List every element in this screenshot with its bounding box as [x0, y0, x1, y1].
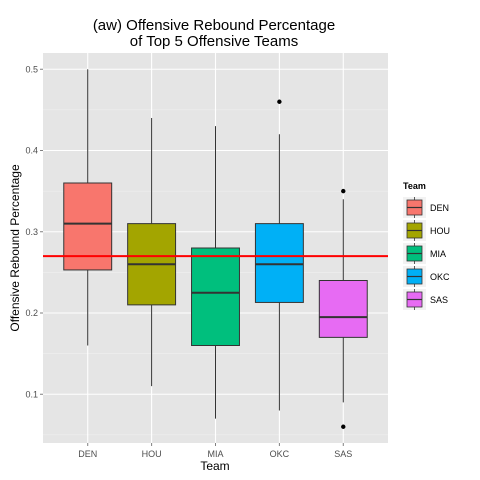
x-axis-title: Team [200, 459, 229, 473]
outlier-point [277, 99, 282, 104]
legend-title: Team [403, 181, 426, 191]
x-tick-label: OKC [270, 449, 290, 459]
box-okc [254, 99, 304, 411]
legend-item-mia: MIA [403, 243, 446, 264]
box-body [254, 223, 304, 303]
legend-item-okc: OKC [403, 266, 450, 287]
legend-item-den: DEN [403, 197, 449, 218]
outlier-point [341, 424, 346, 429]
outlier-point [341, 188, 346, 194]
x-tick-label: DEN [78, 449, 97, 459]
y-tick-label: 0.5 [25, 64, 38, 74]
y-tick-label: 0.3 [25, 227, 38, 237]
legend-item-hou: HOU [403, 220, 450, 241]
legend: Team DEN HOU MIA OKC SAS [403, 181, 450, 310]
legend-label: OKC [430, 272, 450, 282]
x-tick-label: HOU [142, 449, 162, 459]
y-tick-label: 0.2 [25, 308, 38, 318]
legend-label: SAS [430, 295, 448, 305]
y-tick-label: 0.1 [25, 389, 38, 399]
legend-item-sas: SAS [403, 289, 448, 310]
y-tick-label: 0.4 [25, 146, 38, 156]
y-axis-ticks: 0.1 0.2 0.3 0.4 0.5 [25, 64, 43, 399]
legend-label: MIA [430, 249, 446, 259]
box-mia [191, 126, 240, 419]
box-hou [127, 118, 177, 387]
x-tick-label: SAS [334, 449, 352, 459]
y-axis-title: Offensive Rebound Percentage [8, 164, 22, 332]
chart-title-line-2: of Top 5 Offensive Teams [130, 33, 298, 50]
box-sas [318, 188, 368, 429]
x-axis-ticks: DEN HOU MIA OKC SAS [78, 443, 352, 459]
legend-label: HOU [430, 226, 450, 236]
box-body [191, 247, 240, 346]
box-body [318, 280, 368, 338]
x-tick-label: MIA [207, 449, 223, 459]
legend-label: DEN [430, 203, 449, 213]
chart-title-line-1: (aw) Offensive Rebound Percentage [93, 17, 335, 34]
